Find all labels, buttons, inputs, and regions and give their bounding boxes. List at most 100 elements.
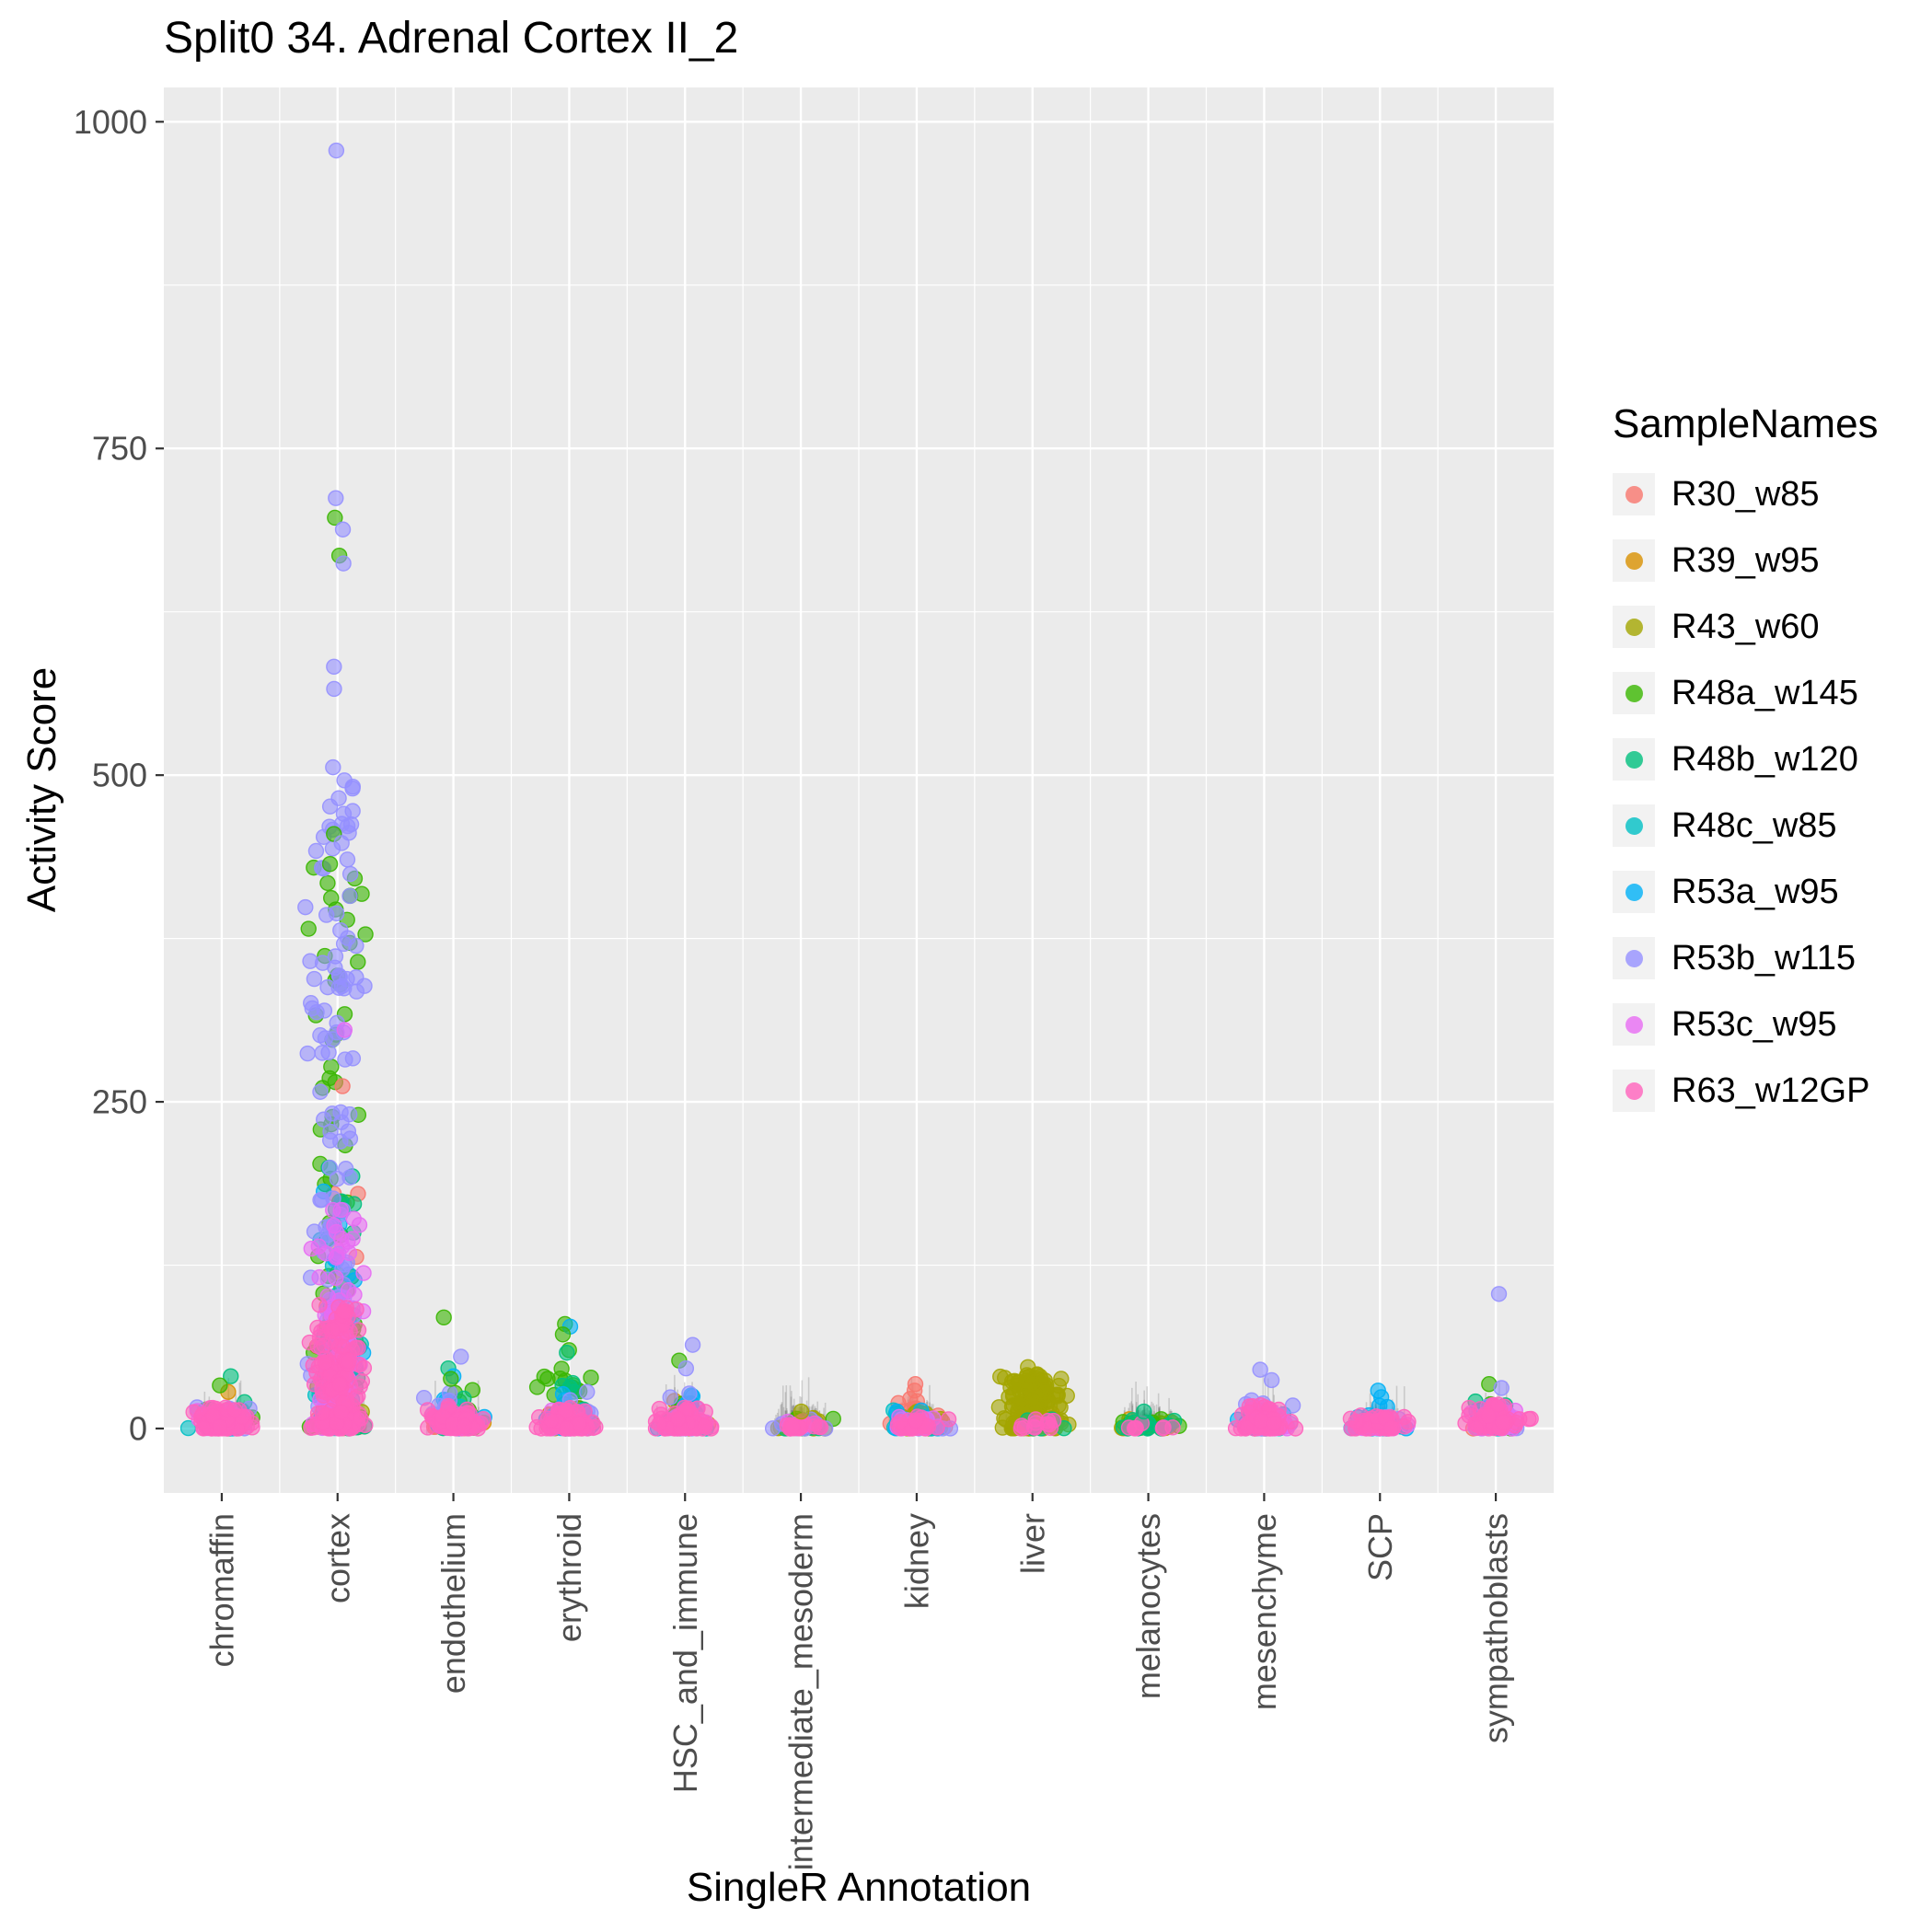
data-point (453, 1348, 469, 1365)
data-point (344, 1231, 361, 1247)
legend-item-label: R48b_w120 (1672, 739, 1858, 779)
data-point (327, 509, 343, 526)
data-point (316, 1111, 332, 1128)
data-point (1400, 1413, 1417, 1430)
data-point (1284, 1397, 1301, 1414)
sample-color-dot (1625, 1082, 1643, 1100)
data-point (226, 1402, 243, 1418)
data-point (307, 842, 325, 860)
x-tick-label: intermediate_mesoderm (782, 1513, 820, 1870)
legend-item: R53c_w95 (1613, 1003, 1879, 1046)
data-point (336, 772, 353, 789)
data-point (1024, 1392, 1040, 1409)
sample-color-dot (1625, 618, 1643, 636)
chart-title: Split0 34. Adrenal Cortex II_2 (164, 14, 739, 63)
data-point (323, 889, 340, 907)
data-point (908, 1412, 924, 1429)
data-point (341, 865, 359, 883)
data-point (311, 1297, 328, 1313)
legend-items: R30_w85 R39_w95 R43_w60 R48a_w145 R48b_w120 R… (1613, 473, 1879, 1112)
data-point (339, 851, 356, 868)
data-point (1126, 1420, 1143, 1437)
data-point (333, 835, 350, 851)
x-tick-label: cortex (318, 1513, 356, 1603)
data-point (195, 1420, 212, 1437)
data-point (328, 142, 345, 159)
data-point (355, 1265, 372, 1281)
data-point (331, 1376, 348, 1393)
data-point (322, 1123, 339, 1140)
data-point (1382, 1419, 1400, 1437)
data-point (321, 855, 339, 873)
data-point (940, 1411, 957, 1428)
legend-key (1613, 672, 1655, 714)
sample-color-dot (1625, 1015, 1643, 1034)
data-point (1468, 1419, 1485, 1437)
legend-item: R30_w85 (1613, 473, 1879, 515)
data-point (336, 1022, 353, 1038)
legend-item: R53b_w115 (1613, 937, 1879, 979)
data-point (341, 887, 358, 905)
data-point (528, 1379, 546, 1395)
x-tick-label: mesenchyme (1245, 1513, 1283, 1710)
legend-title: SampleNames (1613, 401, 1879, 446)
x-tick-label: sympathoblasts (1477, 1513, 1515, 1743)
data-point (306, 970, 323, 988)
data-point (335, 555, 352, 572)
data-point (355, 1359, 373, 1376)
data-point (339, 817, 356, 835)
data-point (223, 1368, 239, 1384)
sample-color-dot (1625, 485, 1643, 503)
data-point (1155, 1419, 1172, 1436)
y-tick-label: 750 (92, 430, 147, 468)
data-point (1342, 1410, 1359, 1427)
legend-item-label: R53c_w95 (1672, 1004, 1837, 1044)
legend-key (1613, 539, 1655, 582)
data-point (456, 1417, 473, 1434)
legend-item: R43_w60 (1613, 606, 1879, 648)
legend-item: R63_w12GP (1613, 1070, 1879, 1112)
data-point (475, 1410, 492, 1428)
data-point (1490, 1396, 1507, 1413)
data-point (350, 954, 366, 970)
y-tick-label: 1000 (74, 103, 147, 141)
x-tick-label: erythroid (550, 1513, 588, 1642)
data-point (334, 521, 352, 538)
legend-item-label: R30_w85 (1672, 474, 1820, 514)
data-point (696, 1418, 713, 1435)
data-point (335, 1303, 353, 1320)
data-point (1480, 1407, 1497, 1424)
data-point (677, 1359, 695, 1377)
x-tick-label: melanocytes (1129, 1513, 1167, 1699)
data-point (1263, 1371, 1280, 1389)
legend-item: R48b_w120 (1613, 738, 1879, 781)
data-point (559, 1420, 575, 1437)
data-point (697, 1404, 713, 1420)
legend-item-label: R48c_w85 (1672, 805, 1837, 845)
data-point (1045, 1412, 1062, 1429)
sample-color-dot (1625, 684, 1643, 702)
y-tick-label: 500 (92, 757, 147, 794)
legend-key (1613, 738, 1655, 781)
y-tick-label: 0 (129, 1410, 147, 1448)
data-point (317, 1354, 333, 1371)
data-point (322, 1334, 340, 1350)
x-tick-label: chromaffin (202, 1513, 240, 1667)
y-tick-label: 250 (92, 1083, 147, 1121)
legend-item-label: R63_w12GP (1672, 1070, 1870, 1110)
data-point (347, 1339, 364, 1356)
data-point (345, 1210, 362, 1227)
data-point (333, 978, 351, 995)
data-point (579, 1383, 596, 1400)
data-point (321, 798, 339, 815)
sample-color-dot (1625, 750, 1643, 769)
data-point (350, 1322, 367, 1338)
data-point (313, 1191, 330, 1209)
data-point (244, 1419, 260, 1436)
data-point (419, 1402, 436, 1418)
data-point (1026, 1419, 1043, 1436)
data-point (1495, 1414, 1511, 1431)
x-axis-title: SingleR Annotation (686, 1865, 1032, 1910)
data-point (1059, 1387, 1075, 1405)
data-point (1037, 1376, 1055, 1394)
